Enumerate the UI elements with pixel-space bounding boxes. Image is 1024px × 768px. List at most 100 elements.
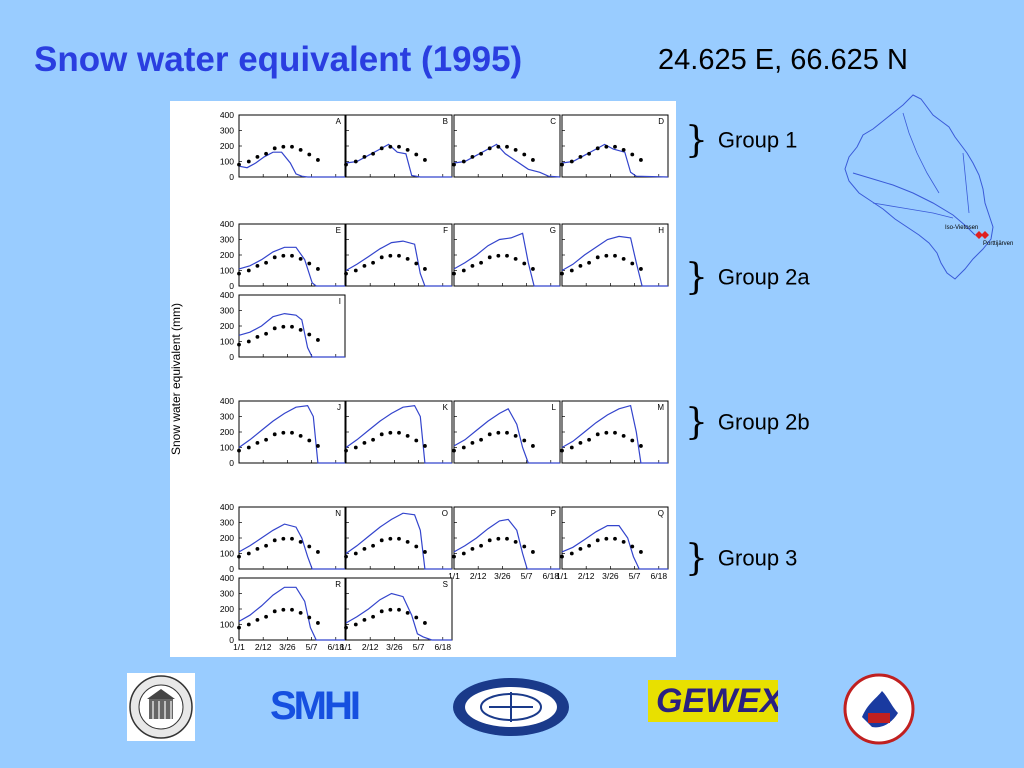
x-tick-label: 3/26 — [602, 571, 619, 581]
observed-point — [307, 544, 312, 549]
x-tick-label: 1/1 — [340, 642, 352, 652]
acsys-logo — [453, 678, 569, 736]
observed-point — [353, 622, 358, 627]
observed-point — [531, 444, 535, 448]
group-label-3: } Group 3 — [685, 538, 797, 579]
observed-point — [470, 546, 475, 551]
observed-point — [316, 550, 320, 554]
observed-point — [371, 151, 375, 156]
observed-point — [630, 544, 635, 549]
observed-point — [388, 144, 393, 149]
observed-point — [290, 536, 294, 541]
y-tick-label: 100 — [220, 337, 234, 347]
observed-point — [405, 147, 410, 152]
observed-point — [255, 617, 260, 622]
observed-point — [281, 607, 286, 612]
x-tick-label: 1/1 — [233, 642, 245, 652]
observed-point — [281, 324, 286, 329]
observed-point — [522, 261, 527, 266]
observed-point — [604, 253, 609, 258]
y-tick-label: 200 — [220, 604, 234, 614]
group-label-1: } Group 1 — [685, 120, 797, 161]
observed-point — [595, 146, 600, 151]
observed-point — [379, 538, 384, 543]
observed-point — [461, 268, 466, 273]
observed-point — [587, 437, 591, 442]
x-tick-label: 5/7 — [306, 642, 318, 652]
model-series-line — [238, 523, 345, 570]
panel-label: N — [335, 509, 341, 518]
observed-point — [470, 263, 475, 268]
observed-point — [255, 546, 260, 551]
observed-point — [307, 152, 312, 157]
observed-point — [604, 430, 609, 435]
observed-point — [639, 550, 643, 554]
panel-label: R — [335, 580, 341, 589]
x-tick-label: 5/7 — [413, 642, 425, 652]
observed-point — [255, 263, 260, 268]
observed-point — [362, 440, 367, 445]
x-tick-label: 6/18 — [328, 642, 345, 652]
observed-point — [362, 617, 367, 622]
y-tick-label: 100 — [220, 157, 234, 167]
observed-point — [307, 615, 312, 620]
observed-point — [307, 332, 312, 337]
observed-point — [461, 159, 466, 164]
observed-point — [397, 430, 401, 435]
observed-point — [595, 538, 600, 543]
observed-point — [452, 271, 456, 276]
observed-point — [362, 546, 367, 551]
observed-point — [639, 158, 643, 162]
observed-point — [316, 444, 320, 448]
panel-label: A — [336, 117, 342, 126]
observed-point — [316, 338, 320, 342]
observed-point — [452, 554, 456, 559]
model-series-line — [238, 151, 345, 178]
model-series-line — [238, 312, 345, 358]
observed-point — [264, 543, 268, 548]
y-tick-label: 300 — [220, 518, 234, 528]
river-line — [962, 152, 970, 214]
observed-point — [281, 536, 286, 541]
observed-point — [513, 147, 518, 152]
observed-point — [281, 144, 286, 149]
observed-point — [371, 437, 375, 442]
observed-point — [255, 334, 260, 339]
map-label-porttijarven: Porttijärven — [983, 241, 1013, 247]
group-2b-label: Group 2b — [717, 409, 810, 435]
swe-chart: Snow water equivalent (mm) A 0 100 200 300 400… — [169, 110, 669, 652]
observed-point — [237, 554, 241, 559]
university-of-washington-seal — [127, 673, 195, 741]
y-tick-label: 300 — [220, 306, 234, 316]
observed-point — [505, 430, 509, 435]
observed-point — [522, 152, 527, 157]
group-1-label: Group 1 — [717, 127, 798, 153]
observed-point — [379, 146, 384, 151]
panel-label: E — [336, 226, 341, 235]
observed-point — [344, 625, 348, 630]
observed-point — [531, 267, 535, 271]
observed-point — [388, 536, 393, 541]
observed-point — [371, 260, 375, 265]
y-tick-label: 200 — [220, 321, 234, 331]
panel-label: B — [443, 117, 448, 126]
observed-point — [621, 256, 626, 261]
observed-point — [388, 430, 393, 435]
panel-label: K — [443, 403, 449, 412]
x-tick-label: 5/7 — [521, 571, 533, 581]
observed-point — [604, 144, 609, 149]
observed-point — [452, 448, 456, 453]
observed-point — [513, 539, 518, 544]
observed-point — [362, 263, 367, 268]
observed-point — [246, 445, 251, 450]
x-tick-label: 6/18 — [543, 571, 560, 581]
svg-text:SMHI: SMHI — [270, 685, 359, 725]
observed-point — [307, 438, 312, 443]
observed-point — [344, 162, 348, 167]
observed-point — [397, 607, 401, 612]
observed-point — [569, 159, 574, 164]
panel-label: S — [443, 580, 448, 589]
panel-label: O — [442, 509, 448, 518]
y-tick-label: 300 — [220, 412, 234, 422]
observed-point — [272, 255, 277, 260]
